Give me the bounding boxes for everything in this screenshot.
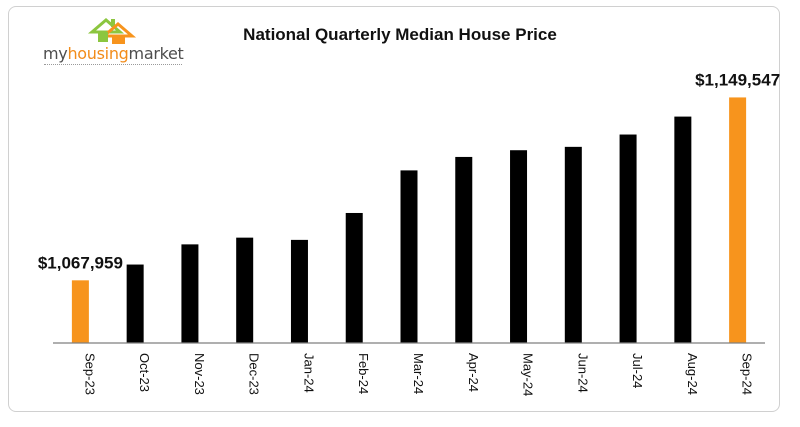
x-tick-label: Apr-24 <box>466 353 481 392</box>
bar-oct-23 <box>126 264 144 343</box>
x-tick-label: Dec-23 <box>247 353 262 395</box>
bar-sep-23 <box>71 280 89 343</box>
x-tick-label: Aug-24 <box>685 353 700 395</box>
x-tick-label: Feb-24 <box>356 353 371 394</box>
bar-may-24 <box>510 150 528 343</box>
chart-title: National Quarterly Median House Price <box>243 25 557 44</box>
data-label-sep-24: $1,149,547 <box>695 70 780 89</box>
x-tick-label: Sep-24 <box>740 353 755 395</box>
data-label-sep-23: $1,067,959 <box>38 253 123 272</box>
bar-jan-24 <box>290 239 308 343</box>
logo: myhousingmarket <box>40 14 190 72</box>
bar-jul-24 <box>619 134 637 343</box>
bar-dec-23 <box>236 237 254 343</box>
bar-apr-24 <box>455 156 473 343</box>
logo-tagline-rule <box>44 64 182 68</box>
x-tick-label: Oct-23 <box>137 353 152 392</box>
bar-mar-24 <box>400 170 418 343</box>
x-tick-label: Mar-24 <box>411 353 426 394</box>
x-tick-label: Nov-23 <box>192 353 207 395</box>
x-tick-label: Jun-24 <box>575 353 590 393</box>
chart-frame <box>8 6 780 412</box>
x-tick-label: May-24 <box>521 353 536 396</box>
x-tick-label: Jul-24 <box>630 353 645 388</box>
house-icon <box>87 18 137 44</box>
bar-aug-24 <box>674 116 692 343</box>
logo-wordmark: myhousingmarket <box>43 44 184 63</box>
bar-sep-24 <box>729 97 747 343</box>
bar-jun-24 <box>564 146 582 343</box>
x-tick-label: Sep-23 <box>82 353 97 395</box>
x-tick-label: Jan-24 <box>301 353 316 393</box>
bar-feb-24 <box>345 212 363 343</box>
bar-nov-23 <box>181 244 199 343</box>
